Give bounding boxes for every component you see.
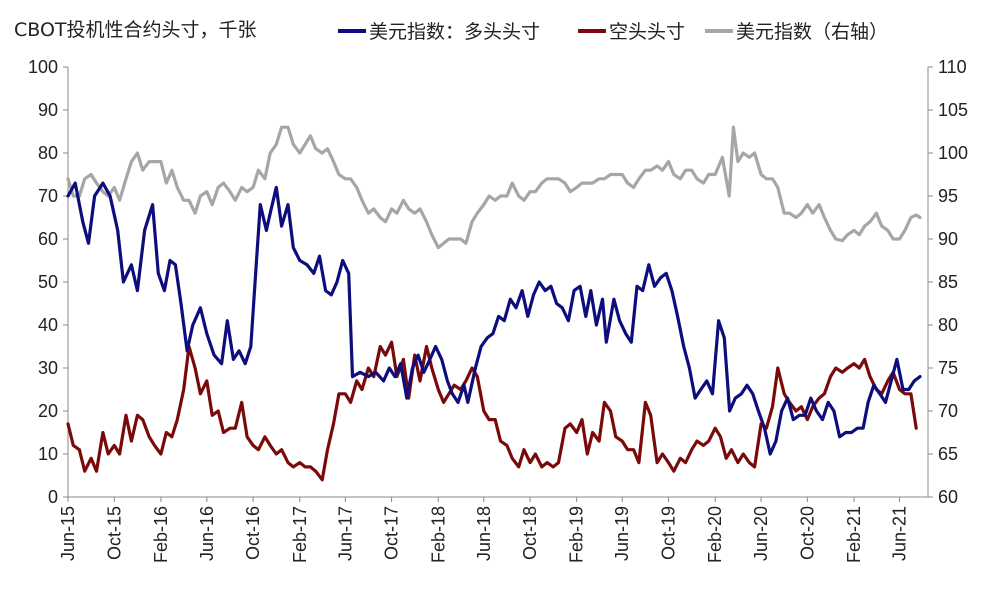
- right-tick-label: 80: [938, 315, 958, 335]
- left-tick-label: 90: [38, 100, 58, 120]
- x-tick-label: Jun-19: [612, 506, 632, 561]
- x-tick-label: Feb-19: [567, 506, 587, 563]
- left-tick-label: 80: [38, 143, 58, 163]
- x-tick-label: Jun-20: [751, 506, 771, 561]
- right-tick-label: 90: [938, 229, 958, 249]
- x-tick-label: Oct-16: [243, 506, 263, 560]
- right-tick-label: 110: [938, 57, 967, 77]
- legend-label: 空头头寸: [609, 21, 685, 43]
- right-tick-label: 100: [938, 143, 968, 163]
- x-tick-label: Feb-18: [428, 506, 448, 563]
- right-tick-label: 95: [938, 186, 958, 206]
- x-tick-label: Feb-20: [705, 506, 725, 563]
- x-tick-label: Jun-17: [335, 506, 355, 561]
- x-tick-label: Oct-19: [659, 506, 679, 560]
- x-axis-ticks: Jun-15 Oct-15 Feb-16 Jun-16 Oct-16 Feb-17 Jun-…: [58, 497, 910, 563]
- series-line-0: [66, 181, 922, 456]
- x-tick-label: Oct-20: [797, 506, 817, 560]
- x-tick-label: Jun-21: [890, 506, 910, 561]
- x-tick-label: Oct-15: [104, 506, 124, 560]
- right-tick-label: 75: [938, 358, 958, 378]
- left-tick-label: 60: [38, 229, 58, 249]
- x-tick-label: Jun-16: [197, 506, 217, 561]
- x-tick-label: Oct-17: [382, 506, 402, 560]
- chart-title: CBOT投机性合约头寸，千张: [14, 19, 257, 41]
- x-tick-label: Feb-17: [290, 506, 310, 563]
- right-tick-label: 85: [938, 272, 958, 292]
- left-tick-label: 30: [38, 358, 58, 378]
- left-tick-label: 40: [38, 315, 58, 335]
- x-tick-label: Oct-18: [520, 506, 540, 560]
- left-tick-label: 20: [38, 401, 58, 421]
- left-tick-label: 10: [38, 444, 58, 464]
- x-tick-label: Feb-21: [844, 506, 864, 563]
- x-tick-label: Jun-15: [58, 506, 78, 561]
- series-layer: [66, 125, 922, 482]
- right-tick-label: 105: [938, 100, 968, 120]
- x-tick-label: Feb-16: [151, 506, 171, 563]
- series-line-1: [66, 340, 918, 482]
- legend: 美元指数：多头头寸 空头头寸 美元指数（右轴）: [338, 21, 888, 43]
- x-tick-label: Jun-18: [474, 506, 494, 561]
- left-axis-ticks: 0 10 20 30 40 50 60 70 80 90 100: [28, 57, 68, 507]
- right-tick-label: 60: [938, 487, 958, 507]
- legend-label: 美元指数：多头头寸: [369, 21, 540, 43]
- left-tick-label: 0: [48, 487, 58, 507]
- left-tick-label: 70: [38, 186, 58, 206]
- legend-label: 美元指数（右轴）: [736, 21, 888, 43]
- right-axis-ticks: 60 65 70 75 80 85 90 95 100 105 110: [928, 57, 968, 507]
- series-line-2: [66, 125, 922, 250]
- left-tick-label: 50: [38, 272, 58, 292]
- right-tick-label: 65: [938, 444, 958, 464]
- right-tick-label: 70: [938, 401, 958, 421]
- left-tick-label: 100: [28, 57, 58, 77]
